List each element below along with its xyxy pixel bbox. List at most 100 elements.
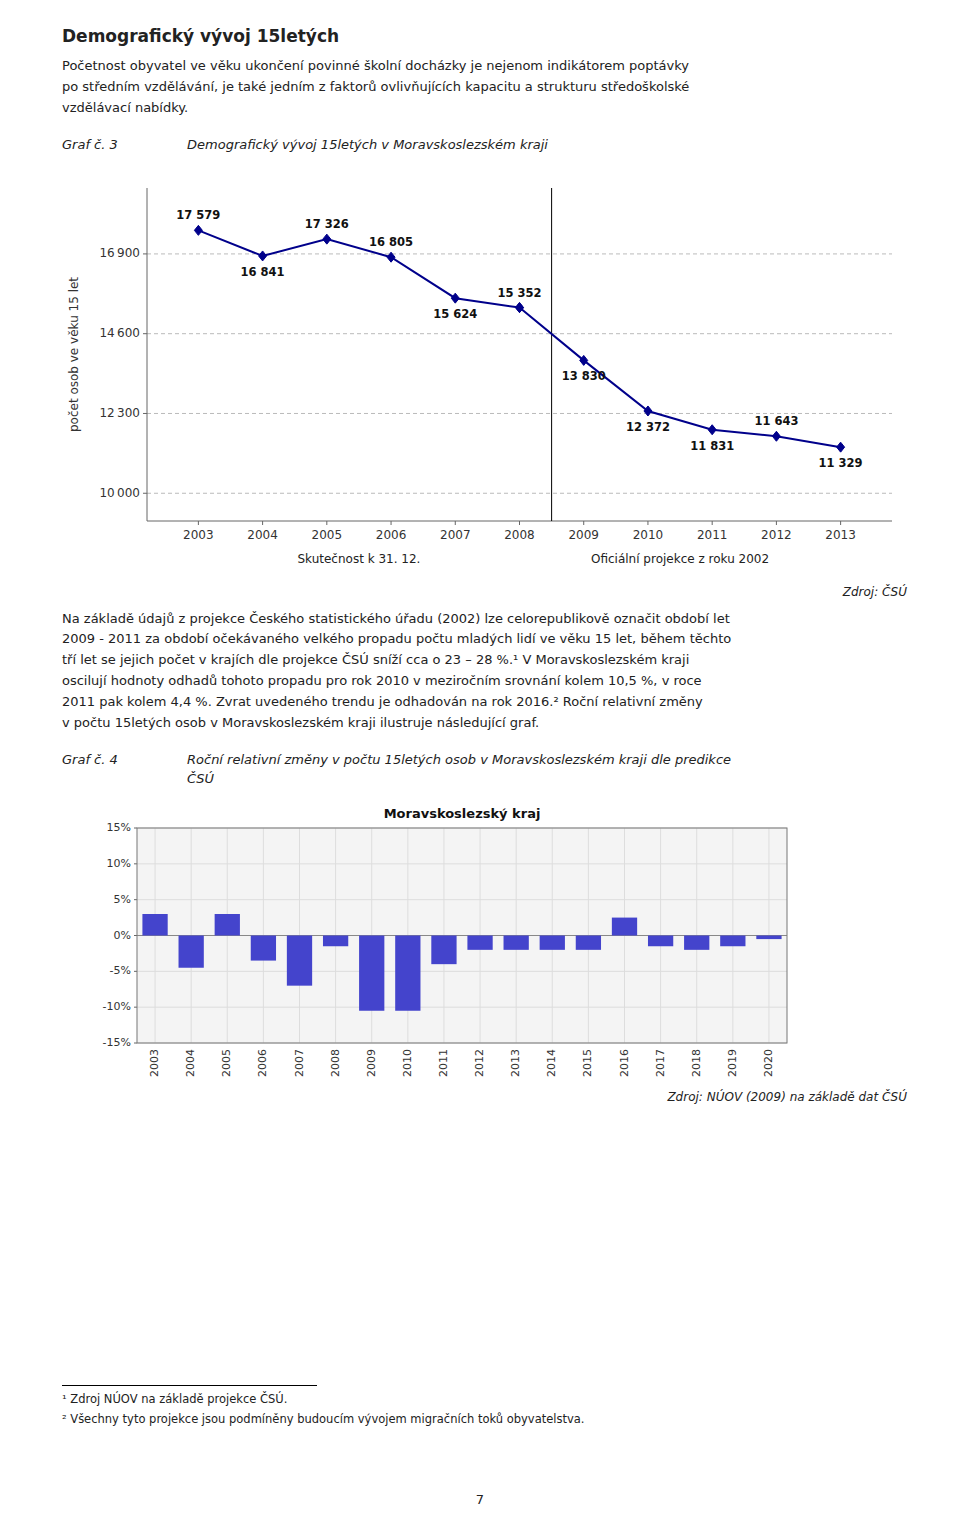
x-tick-label: 2006 xyxy=(256,1049,269,1077)
bar xyxy=(395,935,420,1010)
plot-marks xyxy=(194,225,844,452)
data-label: 11 329 xyxy=(819,456,863,470)
bar xyxy=(142,914,167,936)
plot-marks xyxy=(142,914,781,1011)
x-tick xyxy=(583,521,584,525)
x-tick-label: 2003 xyxy=(183,528,214,542)
x-tick-label: 2012 xyxy=(761,528,792,542)
x-tick-label: 2004 xyxy=(184,1049,197,1077)
x-tick xyxy=(198,521,199,525)
bar-chart: Moravskoslezský kraj-15%-10%-5%0%5%10%15… xyxy=(82,798,802,1088)
chart-source: Zdroj: ČSÚ xyxy=(62,585,907,599)
grid-line xyxy=(137,863,787,864)
y-tick-label: 16 900 xyxy=(99,246,140,260)
chart-caption-text: Roční relativní změny v počtu 15letých o… xyxy=(187,751,731,787)
y-tick xyxy=(143,492,147,493)
y-tick-label: 15% xyxy=(107,821,131,834)
footnote-separator xyxy=(62,1385,317,1386)
data-point xyxy=(387,252,395,262)
data-point xyxy=(708,424,716,434)
grid-line xyxy=(137,899,787,900)
x-tick xyxy=(326,521,327,525)
data-point xyxy=(644,406,652,416)
x-tick-label: 2006 xyxy=(376,528,407,542)
grid-line xyxy=(137,1006,787,1007)
x-tick-label: 2011 xyxy=(697,528,728,542)
y-tick-label: -15% xyxy=(103,1036,131,1049)
bar xyxy=(612,917,637,935)
chart-title: Moravskoslezský kraj xyxy=(384,806,541,821)
bar xyxy=(467,935,492,949)
data-point xyxy=(323,234,331,244)
paragraph: Početnost obyvatel ve věku ukončení povi… xyxy=(62,56,907,118)
y-tick xyxy=(143,413,147,414)
x-tick-label: 2009 xyxy=(568,528,599,542)
data-point xyxy=(580,355,588,365)
bar xyxy=(431,935,456,964)
chart-label: Graf č. 4 xyxy=(62,751,187,787)
x-tick-label: 2010 xyxy=(401,1049,414,1077)
data-point xyxy=(772,431,780,441)
data-label: 17 326 xyxy=(305,217,349,231)
content: Demografický vývoj 15letých Početnost oby… xyxy=(62,26,907,1104)
bar xyxy=(287,935,312,985)
data-label: 12 372 xyxy=(626,420,670,434)
y-axis xyxy=(147,188,148,521)
page: Demografický vývoj 15letých Početnost oby… xyxy=(0,0,960,1537)
y-tick xyxy=(143,253,147,254)
page-number: 7 xyxy=(0,1492,960,1507)
data-point xyxy=(259,251,267,261)
x-tick-label: 2018 xyxy=(690,1049,703,1077)
x-tick-label: 2013 xyxy=(825,528,856,542)
x-tick xyxy=(391,521,392,525)
x-tick-label: 2007 xyxy=(440,528,471,542)
grid-line xyxy=(147,492,892,493)
data-label: 11 831 xyxy=(690,438,734,452)
y-tick xyxy=(143,333,147,334)
x-tick-label: 2005 xyxy=(312,528,343,542)
x-tick-label: 2019 xyxy=(726,1049,739,1077)
x-tick-label: 2004 xyxy=(247,528,278,542)
separator-line xyxy=(551,188,552,521)
footnote: ² Všechny tyto projekce jsou podmíněny b… xyxy=(62,1412,907,1426)
bar xyxy=(323,935,348,946)
footnote: ¹ Zdroj NÚOV na základě projekce ČSÚ. xyxy=(62,1392,907,1406)
x-tick-label: 2020 xyxy=(762,1049,775,1077)
plot-frame xyxy=(137,828,787,1043)
y-tick-label: 10% xyxy=(107,857,131,870)
x-tick-label: 2008 xyxy=(504,528,535,542)
plot-background xyxy=(137,828,787,1043)
chart-caption: Graf č. 4Roční relativní změny v počtu 1… xyxy=(62,751,907,787)
x-tick xyxy=(262,521,263,525)
data-label: 11 643 xyxy=(754,414,798,428)
y-axis-label: počet osob ve věku 15 let xyxy=(67,276,81,431)
data-label: 13 830 xyxy=(562,369,606,383)
x-tick xyxy=(776,521,777,525)
data-label: 15 624 xyxy=(433,307,477,321)
x-tick-label: 2005 xyxy=(220,1049,233,1077)
x-tick xyxy=(712,521,713,525)
x-tick-label: 2003 xyxy=(148,1049,161,1077)
data-label: 17 579 xyxy=(176,208,220,222)
chart-source: Zdroj: NÚOV (2009) na základě dat ČSÚ xyxy=(62,1090,907,1104)
page-title: Demografický vývoj 15letých xyxy=(62,26,907,46)
x-tick-label: 2008 xyxy=(329,1049,342,1077)
bar xyxy=(684,935,709,949)
data-label: 16 841 xyxy=(241,265,285,279)
x-tick-label: 2010 xyxy=(633,528,664,542)
y-tick-label: 10 000 xyxy=(99,485,140,499)
x-tick xyxy=(647,521,648,525)
y-tick-label: 5% xyxy=(114,892,131,905)
data-point xyxy=(516,302,524,312)
x-tick xyxy=(455,521,456,525)
bar xyxy=(540,935,565,949)
x-tick-label: 2014 xyxy=(545,1049,558,1077)
x-tick-label: 2016 xyxy=(618,1049,631,1077)
data-label: 15 352 xyxy=(497,285,541,299)
data-point xyxy=(837,442,845,452)
bar xyxy=(359,935,384,1010)
data-point xyxy=(194,225,202,235)
chart-title: Demografický vývoj 15letých v Moravskosl… xyxy=(187,136,548,154)
data-point xyxy=(451,293,459,303)
bar xyxy=(179,935,204,967)
